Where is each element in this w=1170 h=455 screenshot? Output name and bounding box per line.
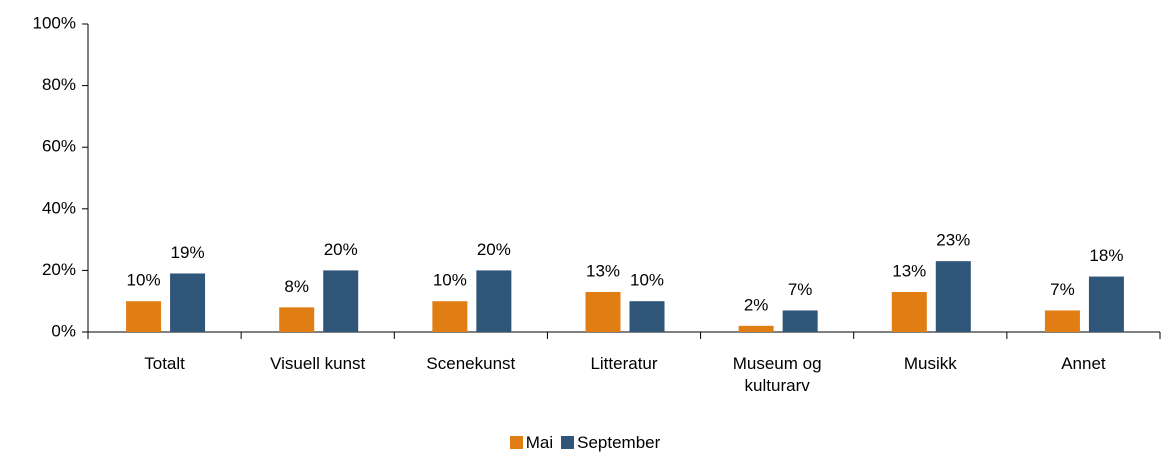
legend-swatch (561, 436, 575, 449)
y-tick-label: 20% (42, 260, 76, 279)
data-label: 23% (936, 231, 970, 250)
data-label: 10% (630, 271, 664, 290)
data-label: 19% (171, 243, 205, 262)
data-label: 10% (433, 271, 467, 290)
data-label: 13% (892, 261, 926, 280)
data-label: 7% (788, 280, 813, 299)
x-tick-label: Museum og kulturarv (732, 354, 822, 395)
bar (170, 273, 206, 332)
data-label: 8% (284, 277, 309, 296)
legend-item: Mai (509, 433, 554, 452)
bar (585, 291, 621, 332)
y-tick-label: 0% (51, 321, 76, 340)
legend-item: September (561, 433, 660, 452)
x-tick-label: Visuell kunst (270, 354, 366, 373)
y-tick-label: 60% (42, 137, 76, 156)
data-label: 20% (324, 240, 358, 259)
x-tick-label: Totalt (144, 354, 185, 373)
bar (935, 261, 971, 332)
data-label: 18% (1089, 246, 1123, 265)
data-label: 13% (586, 261, 620, 280)
legend: Mai September (0, 432, 1170, 454)
bar (891, 291, 927, 332)
x-tick-label: Scenekunst (426, 354, 516, 373)
legend-label: September (577, 433, 661, 452)
bar (629, 301, 665, 332)
data-label: 7% (1050, 280, 1075, 299)
data-label: 10% (127, 271, 161, 290)
legend-swatch (509, 436, 523, 449)
bar (323, 270, 359, 332)
bar (476, 270, 512, 332)
x-tick-label: Annet (1061, 354, 1106, 373)
x-tick-label: Litteratur (590, 354, 658, 373)
bar (782, 310, 818, 332)
y-tick-label: 40% (42, 198, 76, 217)
bar (126, 301, 162, 332)
y-tick-label: 100% (33, 13, 76, 32)
x-tick-label: Musikk (903, 354, 957, 373)
legend-label: Mai (525, 433, 554, 452)
bar (738, 325, 774, 332)
bar (279, 307, 315, 332)
y-tick-label: 80% (42, 75, 76, 94)
bar (1088, 276, 1124, 332)
bar (1044, 310, 1080, 332)
bar (432, 301, 468, 332)
data-label: 20% (477, 240, 511, 259)
data-label: 2% (744, 295, 769, 314)
